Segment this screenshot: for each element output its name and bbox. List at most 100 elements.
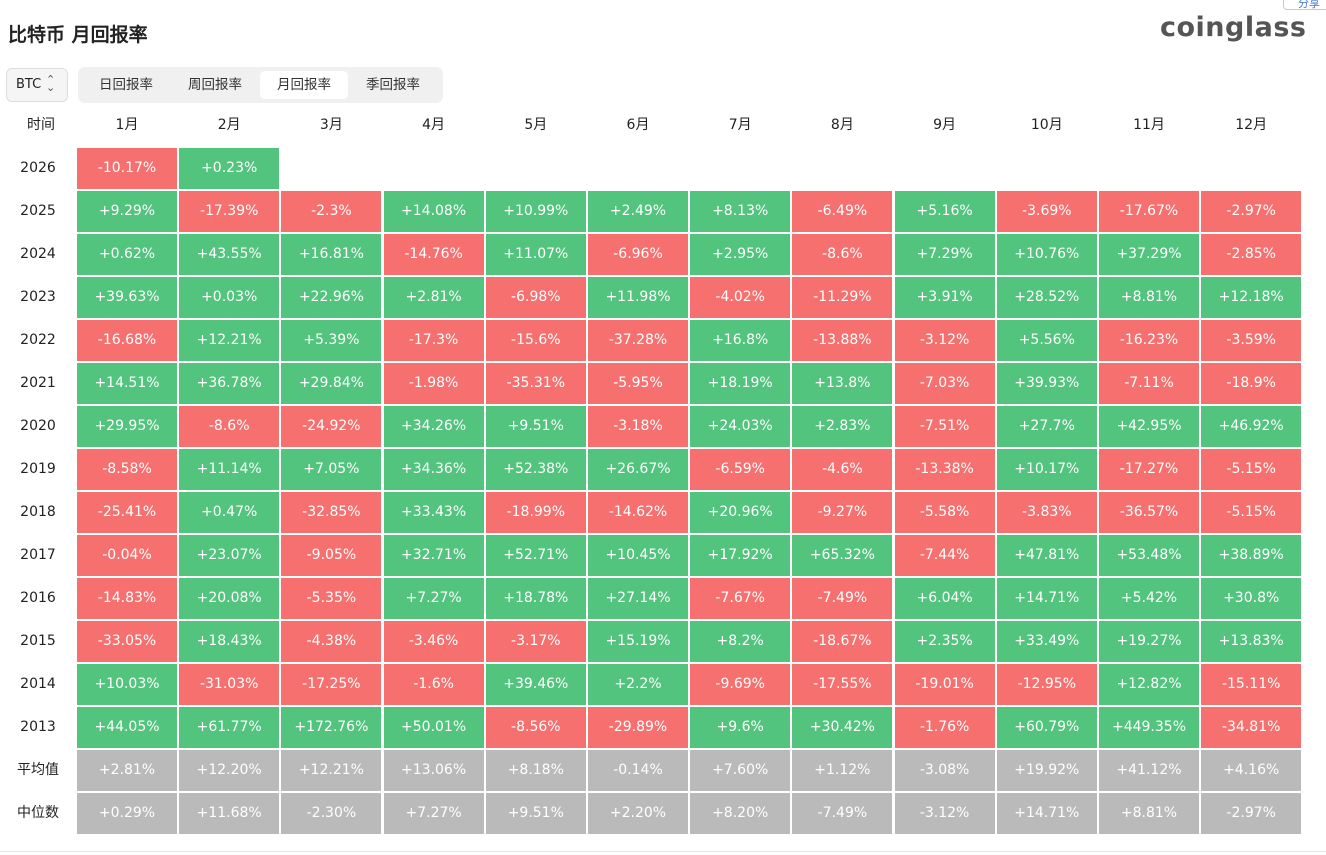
- return-cell: -1.98%: [383, 363, 484, 404]
- return-cell: -16.68%: [77, 320, 177, 361]
- return-cell: +2.35%: [894, 621, 995, 662]
- column-header: 3月: [319, 117, 343, 133]
- row-label: 2024: [20, 246, 56, 262]
- summary-cell: -3.12%: [894, 793, 995, 834]
- column-header: 1月: [115, 117, 139, 133]
- return-cell: -2.85%: [1201, 234, 1302, 275]
- return-cell: -17.67%: [1099, 191, 1199, 232]
- return-cell: -5.95%: [588, 363, 688, 404]
- return-cell: +7.05%: [281, 449, 382, 490]
- row-label: 2019: [20, 461, 56, 477]
- return-cell: -1.6%: [383, 664, 484, 705]
- return-cell: -14.62%: [588, 492, 688, 533]
- return-cell: +24.03%: [690, 406, 791, 447]
- return-cell: +43.55%: [179, 234, 280, 275]
- summary-cell: +11.68%: [179, 793, 280, 834]
- return-cell: -18.9%: [1201, 363, 1302, 404]
- return-cell: -11.29%: [792, 277, 893, 318]
- return-cell: +12.18%: [1201, 277, 1302, 318]
- return-cell: +10.17%: [996, 449, 1097, 490]
- return-cell: +42.95%: [1099, 406, 1199, 447]
- return-cell: -35.31%: [485, 363, 586, 404]
- return-cell: +65.32%: [792, 535, 893, 576]
- return-cell: +33.43%: [383, 492, 484, 533]
- return-cell: -7.51%: [894, 406, 995, 447]
- return-cell: +172.76%: [281, 707, 382, 748]
- return-cell: -9.27%: [792, 492, 893, 533]
- return-cell: +26.67%: [588, 449, 688, 490]
- summary-cell: +41.12%: [1099, 750, 1199, 791]
- return-cell: +12.82%: [1099, 664, 1199, 705]
- return-cell: +10.03%: [77, 664, 177, 705]
- tab[interactable]: 周回报率: [188, 77, 242, 93]
- return-cell: -15.11%: [1201, 664, 1302, 705]
- return-cell: -32.85%: [281, 492, 382, 533]
- return-cell: +8.13%: [690, 191, 791, 232]
- return-cell: -7.49%: [792, 578, 893, 619]
- return-cell: +29.95%: [77, 406, 177, 447]
- summary-cell: +9.51%: [485, 793, 586, 834]
- asset-select[interactable]: BTC: [6, 68, 68, 102]
- return-cell: +22.96%: [281, 277, 382, 318]
- column-header: 10月: [1030, 117, 1063, 133]
- return-cell: +449.35%: [1099, 707, 1199, 748]
- return-cell: -2.97%: [1201, 191, 1302, 232]
- return-cell: -18.99%: [485, 492, 586, 533]
- return-cell: +5.39%: [281, 320, 382, 361]
- return-cell: -5.58%: [894, 492, 995, 533]
- return-cell: -1.76%: [894, 707, 995, 748]
- summary-cell: -7.49%: [792, 793, 893, 834]
- return-cell: -16.23%: [1099, 320, 1199, 361]
- return-cell: +37.29%: [1099, 234, 1199, 275]
- summary-cell: +1.12%: [792, 750, 893, 791]
- return-cell: +10.99%: [485, 191, 586, 232]
- summary-cell: +7.60%: [690, 750, 791, 791]
- return-cell: -2.3%: [281, 191, 382, 232]
- tab[interactable]: 日回报率: [99, 77, 153, 93]
- return-cell: -14.83%: [77, 578, 177, 619]
- return-cell: +16.8%: [690, 320, 791, 361]
- return-cell: -19.01%: [894, 664, 995, 705]
- return-cell: +2.81%: [383, 277, 484, 318]
- return-cell: +61.77%: [179, 707, 280, 748]
- return-cell: +7.29%: [894, 234, 995, 275]
- summary-cell: +4.16%: [1201, 750, 1302, 791]
- return-cell: -18.67%: [792, 621, 893, 662]
- share-button[interactable]: 分享: [1283, 0, 1326, 10]
- return-cell: -3.17%: [485, 621, 586, 662]
- return-cell: +17.92%: [690, 535, 791, 576]
- return-cell: +8.81%: [1099, 277, 1199, 318]
- return-cell: -8.56%: [485, 707, 586, 748]
- return-cell: +11.98%: [588, 277, 688, 318]
- row-label: 2013: [20, 719, 56, 735]
- summary-cell: +8.20%: [690, 793, 791, 834]
- return-cell: -9.05%: [281, 535, 382, 576]
- return-cell: -12.95%: [996, 664, 1097, 705]
- return-cell: +44.05%: [77, 707, 177, 748]
- return-cell: +0.03%: [179, 277, 280, 318]
- return-cell: +27.7%: [996, 406, 1097, 447]
- return-cell: +29.84%: [281, 363, 382, 404]
- column-header: 4月: [422, 117, 446, 133]
- return-cell: -3.83%: [996, 492, 1097, 533]
- return-cell: +52.38%: [485, 449, 586, 490]
- return-cell: +14.71%: [996, 578, 1097, 619]
- return-cell: -10.17%: [77, 148, 177, 189]
- return-cell: +39.46%: [485, 664, 586, 705]
- return-cell: +47.81%: [996, 535, 1097, 576]
- return-cell: -17.25%: [281, 664, 382, 705]
- return-cell: -7.03%: [894, 363, 995, 404]
- divider: [0, 851, 1326, 852]
- column-header: 8月: [830, 117, 854, 133]
- return-cell: -17.39%: [179, 191, 280, 232]
- tab[interactable]: 季回报率: [366, 77, 420, 93]
- return-cell: +2.83%: [792, 406, 893, 447]
- tab[interactable]: 月回报率: [260, 71, 348, 99]
- column-header: 7月: [728, 117, 752, 133]
- return-cell: +2.49%: [588, 191, 688, 232]
- return-cell: +16.81%: [281, 234, 382, 275]
- return-cell: +39.63%: [77, 277, 177, 318]
- return-cell: +30.42%: [792, 707, 893, 748]
- return-cell: +11.07%: [485, 234, 586, 275]
